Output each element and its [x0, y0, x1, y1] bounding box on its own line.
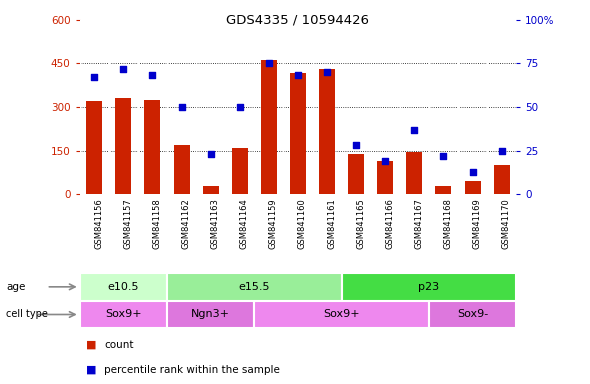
Bar [167, 273, 342, 301]
Bar [80, 273, 167, 301]
Point [119, 65, 128, 71]
Point [206, 151, 215, 157]
Bar [254, 301, 429, 328]
Bar [173, 145, 189, 194]
Text: GSM841164: GSM841164 [240, 198, 249, 249]
Text: p23: p23 [418, 282, 440, 292]
Text: GSM841169: GSM841169 [473, 198, 481, 249]
Bar [202, 186, 219, 194]
Bar [464, 181, 481, 194]
Text: GSM841163: GSM841163 [211, 198, 219, 249]
Bar [407, 152, 422, 194]
Text: e10.5: e10.5 [107, 282, 139, 292]
Text: Ngn3+: Ngn3+ [191, 310, 230, 319]
Point [468, 169, 477, 175]
Bar [80, 301, 167, 328]
Text: ■: ■ [86, 365, 96, 375]
Point [235, 104, 244, 110]
Bar [319, 68, 335, 194]
Text: GSM841157: GSM841157 [123, 198, 132, 249]
Bar [348, 154, 364, 194]
Text: Sox9+: Sox9+ [105, 310, 142, 319]
Text: GDS4335 / 10594426: GDS4335 / 10594426 [227, 13, 369, 26]
Text: percentile rank within the sample: percentile rank within the sample [104, 365, 280, 375]
Bar [429, 301, 516, 328]
Bar [435, 186, 451, 194]
Bar [167, 301, 254, 328]
Bar [261, 60, 277, 194]
Text: age: age [6, 282, 25, 292]
Point [90, 74, 99, 80]
Bar [494, 165, 510, 194]
Text: count: count [104, 340, 134, 350]
Bar [232, 148, 248, 194]
Text: cell type: cell type [6, 310, 48, 319]
Bar [86, 101, 102, 194]
Bar [115, 98, 132, 194]
Text: GSM841168: GSM841168 [444, 198, 453, 249]
Text: GSM841158: GSM841158 [152, 198, 162, 249]
Text: Sox9-: Sox9- [457, 310, 488, 319]
Text: e15.5: e15.5 [238, 282, 270, 292]
Text: GSM841166: GSM841166 [385, 198, 394, 249]
Point [381, 158, 390, 164]
Point [293, 73, 303, 79]
Text: Sox9+: Sox9+ [323, 310, 360, 319]
Point [177, 104, 186, 110]
Text: GSM841170: GSM841170 [502, 198, 511, 249]
Text: GSM841162: GSM841162 [182, 198, 191, 249]
Bar [342, 273, 516, 301]
Text: GSM841159: GSM841159 [269, 198, 278, 249]
Point [148, 73, 157, 79]
Text: GSM841161: GSM841161 [327, 198, 336, 249]
Point [322, 69, 332, 75]
Text: GSM841156: GSM841156 [94, 198, 103, 249]
Text: GSM841160: GSM841160 [298, 198, 307, 249]
Text: GSM841167: GSM841167 [414, 198, 424, 249]
Bar [145, 100, 160, 194]
Point [439, 153, 448, 159]
Point [409, 127, 419, 133]
Point [352, 142, 361, 149]
Point [264, 60, 274, 66]
Bar [290, 73, 306, 194]
Text: ■: ■ [86, 340, 96, 350]
Bar [377, 161, 394, 194]
Point [497, 147, 506, 154]
Text: GSM841165: GSM841165 [356, 198, 365, 249]
